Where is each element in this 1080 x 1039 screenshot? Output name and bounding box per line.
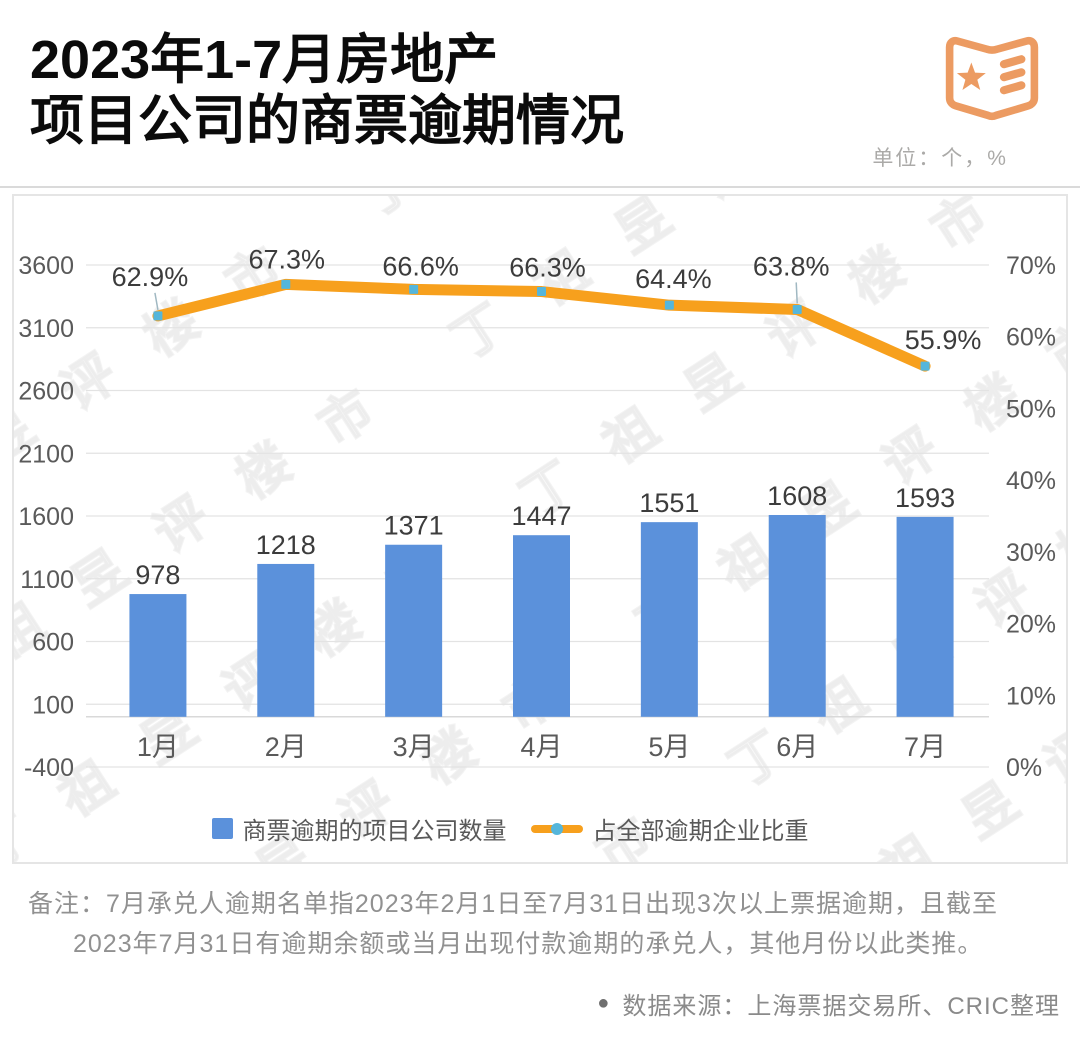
svg-text:978: 978 — [135, 560, 180, 590]
footnote-line1: 备注：7月承兑人逾期名单指2023年2月1日至7月31日出现3次以上票据逾期，且… — [28, 890, 998, 918]
svg-text:62.9%: 62.9% — [112, 262, 189, 292]
svg-text:4月: 4月 — [520, 732, 562, 762]
footnote: 备注：7月承兑人逾期名单指2023年2月1日至7月31日出现3次以上票据逾期，且… — [28, 884, 998, 964]
svg-text:64.4%: 64.4% — [635, 264, 712, 294]
svg-text:50%: 50% — [1006, 395, 1056, 423]
svg-text:2月: 2月 — [265, 732, 307, 762]
svg-text:3100: 3100 — [18, 315, 74, 343]
bar-series-swatch — [211, 818, 233, 839]
svg-text:7月: 7月 — [904, 732, 946, 762]
svg-text:63.8%: 63.8% — [753, 251, 830, 281]
line-series-swatch — [530, 818, 583, 840]
star-glyph — [956, 62, 986, 91]
svg-text:67.3%: 67.3% — [249, 244, 326, 274]
header: 2023年1-7月房地产 项目公司的商票逾期情况 单位：个，% — [0, 0, 1080, 186]
svg-text:66.3%: 66.3% — [509, 253, 586, 283]
page-title: 2023年1-7月房地产 项目公司的商票逾期情况 — [30, 30, 624, 152]
svg-text:5月: 5月 — [648, 732, 690, 762]
svg-text:66.6%: 66.6% — [382, 251, 459, 281]
page-title-line2: 项目公司的商票逾期情况 — [30, 91, 624, 151]
svg-text:40%: 40% — [1006, 467, 1056, 495]
svg-text:100: 100 — [32, 691, 74, 719]
page-title-line1: 2023年1-7月房地产 — [30, 30, 499, 90]
bar-6月 — [768, 514, 826, 717]
svg-text:70%: 70% — [1006, 252, 1056, 280]
svg-text:30%: 30% — [1006, 539, 1056, 567]
svg-text:10%: 10% — [1006, 682, 1056, 710]
data-source: ● 数据来源：上海票据交易所、CRIC整理 — [597, 986, 1060, 1021]
svg-text:3月: 3月 — [393, 732, 435, 762]
combo-chart: 3600 3100 2600 2100 1600 1100 600 100 -400 70% 60%… — [18, 244, 1056, 782]
footnote-line2: 2023年7月31日有逾期余额或当月出现付款逾期的承兑人，其他月份以此类推。 — [73, 930, 984, 958]
svg-text:1371: 1371 — [384, 511, 444, 541]
bar-4月 — [513, 535, 570, 717]
bar-series-label: 商票逾期的项目公司数量 — [242, 818, 507, 845]
line-series-label: 占全部逾期企业比重 — [592, 818, 809, 845]
document-lines-glyph — [999, 55, 1026, 95]
svg-text:1447: 1447 — [511, 501, 571, 531]
svg-text:1100: 1100 — [20, 566, 74, 594]
chart-panel: 丁祖昱评楼市 丁祖昱评楼市 丁祖昱评楼市 丁祖昱评楼市 丁祖昱评楼市 丁祖昱评楼… — [12, 194, 1068, 864]
svg-text:55.9%: 55.9% — [905, 325, 982, 355]
bar-7月 — [896, 516, 954, 717]
bar-3月 — [385, 544, 443, 717]
bullet-icon: ● — [597, 992, 611, 1014]
svg-text:600: 600 — [32, 629, 74, 657]
svg-text:2600: 2600 — [18, 378, 74, 406]
svg-text:1600: 1600 — [18, 503, 74, 531]
svg-text:1551: 1551 — [639, 488, 699, 518]
bar-1月 — [129, 594, 187, 717]
bar-5月 — [640, 522, 698, 717]
svg-text:3600: 3600 — [18, 252, 74, 280]
svg-text:60%: 60% — [1006, 324, 1056, 352]
svg-text:1593: 1593 — [895, 483, 955, 513]
line-swatch-marker — [550, 822, 563, 835]
svg-text:6月: 6月 — [776, 732, 818, 762]
svg-text:1608: 1608 — [767, 481, 827, 511]
data-source-text: 数据来源：上海票据交易所、CRIC整理 — [622, 993, 1060, 1020]
svg-text:20%: 20% — [1006, 611, 1056, 639]
svg-text:2100: 2100 — [18, 440, 74, 468]
bar-2月 — [257, 563, 315, 717]
legend: 商票逾期的项目公司数量 占全部逾期企业比重 — [14, 811, 1036, 846]
svg-text:-400: -400 — [24, 754, 74, 782]
svg-text:0%: 0% — [1006, 754, 1042, 782]
star-document-badge-icon — [945, 36, 1039, 121]
svg-text:1218: 1218 — [256, 530, 316, 560]
unit-label: 单位：个，% — [872, 147, 1008, 170]
svg-text:1月: 1月 — [137, 732, 179, 762]
header-divider — [0, 186, 1080, 188]
